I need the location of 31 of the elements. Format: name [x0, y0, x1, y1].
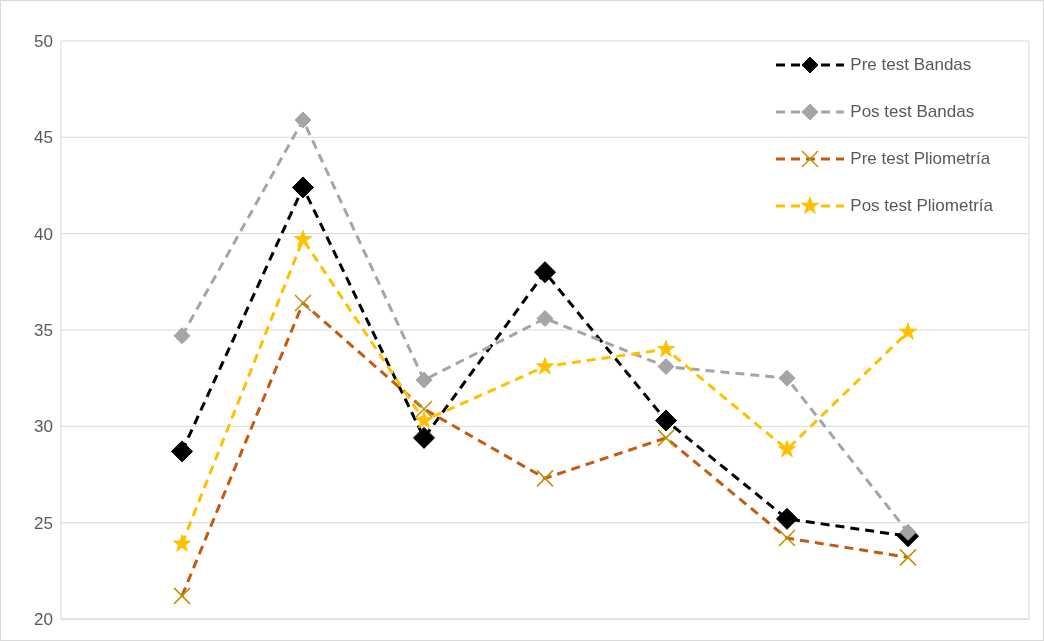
point	[172, 534, 192, 552]
legend-label: Pos test Bandas	[850, 101, 975, 122]
y-tick-label: 50	[34, 32, 53, 52]
point	[292, 176, 314, 199]
point	[657, 358, 675, 376]
legend-label: Pre test Bandas	[850, 54, 972, 75]
point	[776, 507, 798, 530]
y-tick-label: 40	[34, 224, 53, 244]
point	[415, 371, 433, 389]
point	[171, 440, 193, 463]
legend-label: Pos test Pliometría	[850, 195, 993, 216]
point	[777, 439, 797, 458]
point	[898, 322, 918, 340]
y-tick-label: 30	[34, 417, 53, 437]
point	[656, 339, 676, 358]
point	[535, 357, 555, 375]
y-tick-label: 25	[34, 513, 53, 533]
y-tick-label: 35	[34, 321, 53, 341]
point	[534, 261, 556, 284]
point	[536, 309, 554, 327]
point	[173, 327, 191, 345]
point	[655, 409, 677, 432]
legend-label: Pre test Pliometría	[850, 148, 991, 169]
point	[293, 229, 313, 248]
point	[414, 411, 434, 429]
point	[778, 369, 796, 387]
point	[899, 523, 917, 541]
point	[413, 426, 435, 449]
y-tick-label: 20	[34, 610, 53, 630]
point	[294, 111, 312, 129]
y-tick-label: 45	[34, 128, 53, 148]
